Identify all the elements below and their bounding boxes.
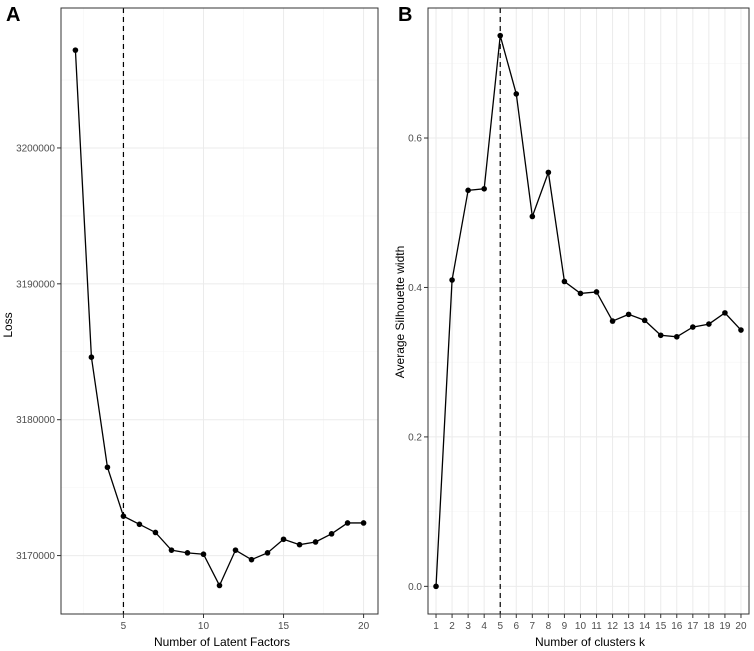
data-point	[449, 277, 455, 283]
data-point	[136, 521, 143, 528]
data-point	[433, 583, 439, 590]
x-tick-label: 10	[575, 621, 587, 632]
data-point	[264, 550, 271, 556]
panel-a-y-axis: 3170000 3180000 3190000 3200000	[16, 143, 61, 562]
x-tick-label: 18	[703, 621, 715, 632]
y-tick-label: 0.2	[408, 432, 422, 443]
y-tick-label: 0.4	[408, 283, 422, 294]
y-tick-label: 3170000	[16, 551, 55, 562]
panel-label-a: A	[6, 4, 20, 26]
x-tick-label: 12	[607, 621, 619, 632]
data-point	[344, 520, 351, 526]
y-tick-label: 3180000	[16, 415, 55, 426]
data-point	[722, 310, 728, 316]
data-point	[529, 213, 536, 220]
data-point	[465, 187, 471, 194]
data-point	[216, 582, 223, 589]
data-point	[360, 520, 367, 526]
x-tick-label: 20	[735, 621, 747, 632]
data-point	[232, 547, 239, 553]
panel-a-points	[72, 47, 367, 589]
x-tick-label: 20	[358, 621, 370, 632]
data-point	[312, 539, 319, 545]
panel-b-grid	[428, 8, 749, 614]
x-tick-label: 3	[465, 621, 471, 632]
panel-b-y-axis-title: Average Silhouette width	[393, 246, 407, 379]
y-tick-label: 3190000	[16, 279, 55, 290]
data-point	[152, 529, 159, 536]
data-point	[561, 278, 568, 285]
panel-b-silhouette-series-line	[435, 35, 742, 587]
data-point	[248, 556, 255, 563]
x-tick-label: 7	[530, 621, 536, 632]
panel-b-plot-frame	[427, 7, 750, 615]
data-point	[673, 333, 680, 340]
panel-b-x-axis: 1 2 3 4 5 6 7 8 9 10 11 12 13 14 15 16 17 18 19 20	[433, 614, 747, 632]
data-point	[609, 318, 616, 324]
panel-label-b: B	[398, 4, 412, 26]
x-tick-label: 11	[591, 621, 602, 632]
x-tick-label: 15	[278, 621, 290, 632]
panel-a-loss-chart: A 5 10 15 20 3170000 3180000 3190000 3200000 N…	[1, 4, 379, 649]
panel-b-points	[433, 32, 744, 590]
data-point	[280, 536, 287, 543]
x-tick-label: 16	[671, 621, 683, 632]
data-point	[88, 354, 95, 360]
data-point	[481, 186, 487, 192]
x-tick-label: 5	[497, 621, 503, 632]
x-tick-label: 9	[562, 621, 568, 632]
data-point	[72, 47, 79, 53]
panel-b-x-axis-title: Number of clusters k	[535, 635, 646, 649]
data-point	[328, 531, 335, 537]
data-point	[104, 464, 111, 471]
data-point	[184, 550, 191, 556]
x-tick-label: 13	[623, 621, 635, 632]
data-point	[690, 324, 696, 330]
data-point	[657, 332, 664, 339]
x-tick-label: 17	[687, 621, 699, 632]
x-tick-label: 8	[546, 621, 552, 632]
x-tick-label: 14	[639, 621, 651, 632]
data-point	[513, 91, 520, 97]
data-point	[497, 32, 504, 39]
data-point	[200, 551, 207, 558]
data-point	[120, 513, 127, 519]
x-tick-label: 6	[513, 621, 519, 632]
x-tick-label: 15	[655, 621, 667, 632]
x-tick-label: 1	[433, 621, 439, 632]
data-point	[545, 169, 552, 176]
panel-b-silhouette-chart: B 1 2 3 4 5 6 7 8 9 10 11 12 13 14 15 16 17 18 19 20 0.00.2…	[393, 4, 750, 649]
y-tick-label: 0.6	[408, 134, 422, 145]
data-point	[641, 317, 648, 324]
y-tick-label: 3200000	[16, 143, 55, 154]
panel-a-plot-frame	[60, 7, 379, 615]
panel-a-y-axis-title: Loss	[1, 312, 15, 337]
panel-b-y-axis: 0.0 0.2 0.4 0.6	[408, 134, 428, 593]
data-point	[593, 289, 600, 295]
data-point	[706, 321, 712, 327]
data-point	[296, 541, 303, 548]
data-point	[625, 311, 632, 318]
panel-a-x-axis-title: Number of Latent Factors	[154, 635, 290, 649]
data-point	[738, 327, 744, 333]
x-tick-label: 10	[198, 621, 210, 632]
x-tick-label: 19	[719, 621, 731, 632]
data-point	[168, 547, 175, 553]
x-tick-label: 2	[449, 621, 455, 632]
panel-a-x-axis: 5 10 15 20	[121, 614, 370, 632]
data-point	[577, 290, 584, 297]
x-tick-label: 5	[121, 621, 127, 632]
x-tick-label: 4	[481, 621, 487, 632]
y-tick-label: 0.0	[408, 582, 422, 593]
